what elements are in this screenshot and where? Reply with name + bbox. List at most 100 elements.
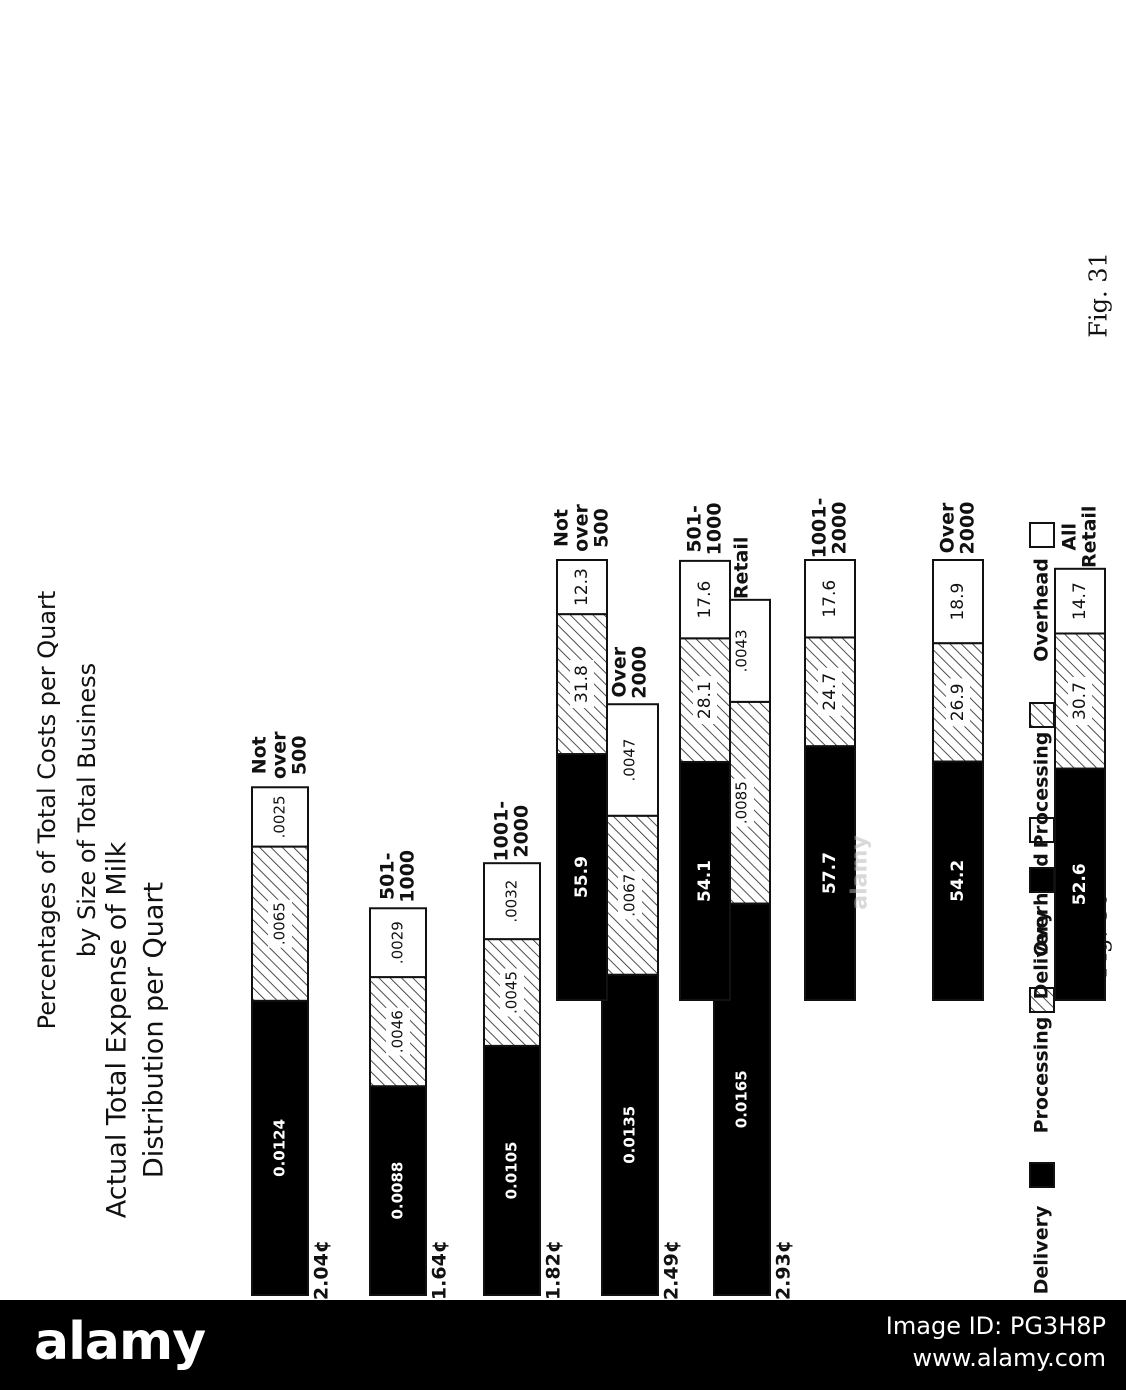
fig30-segment-delivery-over-2000 [601,973,659,1296]
fig31-bar-1001-2000 [804,559,856,1001]
fig30-segment-overhead-501-1000 [369,907,427,979]
fig31-segment-delivery-all-retail [1054,767,1106,1001]
watermark-logo: alamy [34,1312,206,1372]
fig31-label-delivery-over-2000: 54.2 [948,860,968,902]
fig31-segment-delivery-over-2000 [932,760,984,1002]
fig30-bar-over-2000 [601,703,659,1296]
figure: Actual Total Expense of Milk Distribution… [33,252,1113,1300]
fig31-bar-over-2000 [932,559,984,1002]
fig30-label-overhead-501-1000: .0029 [389,921,407,964]
fig31-label-bg-processing-all-retail [1068,677,1092,726]
fig31-label-processing-501-1000: 28.1 [695,681,715,719]
fig30-label-delivery-not-over-500: 0.0124 [271,1119,289,1177]
fig30-segment-delivery-not-over-500 [251,999,309,1296]
fig30-label-overhead-1001-2000: .0032 [503,880,521,923]
fig31-bar-501-1000 [679,559,731,1002]
fig31-category-all-retail-0: All [1059,523,1081,551]
fig30-label-bg-processing-over-2000 [618,871,642,920]
fig30-subtitle: Distribution per Quart [139,882,170,1178]
fig30-label-bg-processing-501-1000 [386,1007,410,1056]
fig31-label-delivery-not-over-500: 55.9 [572,856,592,898]
fig31-category-not-over-500-0: Not [551,509,573,547]
fig30-total-1001-2000: 1.82¢ [543,1240,565,1300]
fig30-category-not-over-500-2: 500 [289,735,311,775]
fig31-label-overhead-not-over-500: 12.3 [572,568,592,606]
fig30-total-not-over-500: 2.04¢ [311,1240,333,1300]
fig30-label-overhead-over-2000: .0047 [621,739,639,782]
fig31-subtitle: by Size of Total Business [73,663,101,957]
fig30-label-overhead-not-over-500: .0025 [271,795,289,838]
fig31-category-501-1000-0: 501- [684,505,706,553]
fig30-label-delivery-over-2000: 0.0135 [621,1106,639,1164]
fig31-label-bg-processing-1001-2000 [818,667,842,716]
fig31-segment-delivery-501-1000 [679,760,731,1002]
fig31-category-not-over-500-2: 500 [591,508,613,548]
fig30-category-retail-0: Retail [731,537,753,599]
fig30-label-processing-501-1000: .0046 [389,1010,407,1053]
fig31-label-bg-processing-not-over-500 [570,660,594,709]
fig31-label-bg-processing-over-2000 [946,678,970,727]
fig31-caption: Fig. 31 [1085,252,1113,338]
fig31-label-processing-not-over-500: 31.8 [572,665,592,703]
fig30-segment-overhead-1001-2000 [483,862,541,941]
fig31-legend-swatch-delivery [1029,867,1055,893]
fig31-label-overhead-over-2000: 18.9 [948,583,968,621]
fig31-label-processing-over-2000: 26.9 [948,683,968,721]
fig31-legend-swatch-overhead [1029,522,1055,548]
fig30-total-over-2000: 2.49¢ [661,1240,683,1300]
fig31-category-1001-2000-0: 1001- [809,498,831,559]
fig31-legend-label-overhead: Overhead [1031,558,1053,662]
fig30-title: Actual Total Expense of Milk [102,841,133,1218]
fig31-label-delivery-1001-2000: 57.7 [820,852,840,894]
fig31-label-overhead-501-1000: 17.6 [695,581,715,619]
watermark-center: alamy [847,835,873,910]
fig30-legend-swatch-delivery [1029,1162,1055,1188]
fig31-bar-not-over-500 [556,559,608,1001]
fig30-legend-label-processing: Processing [1031,1017,1053,1134]
fig30-category-over-2000-0: Over [609,646,631,697]
fig30-category-1001-2000-1: 2000 [511,805,533,858]
fig31-label-processing-all-retail: 30.7 [1070,682,1090,720]
fig31-category-over-2000-0: Over [937,502,959,553]
fig30-bar-501-1000 [369,907,427,1297]
fig31-label-delivery-501-1000: 54.1 [695,860,715,902]
fig30-total-retail: 2.93¢ [773,1240,795,1300]
fig31-legend-swatch-processing [1029,702,1055,728]
fig30-label-processing-1001-2000: .0045 [503,971,521,1014]
fig30-label-processing-not-over-500: .0065 [271,902,289,945]
watermark-band [0,1300,1126,1390]
fig31-category-1001-2000-1: 2000 [829,502,851,555]
fig31-segment-overhead-not-over-500 [556,559,608,616]
fig31-label-overhead-all-retail: 14.7 [1070,582,1090,620]
fig31-segment-overhead-501-1000 [679,559,731,640]
fig30-legend-label-delivery: Delivery [1031,1205,1053,1294]
fig30-segment-overhead-not-over-500 [251,786,309,848]
fig31-label-bg-processing-501-1000 [693,676,717,725]
fig31-segment-overhead-1001-2000 [804,559,856,639]
fig30-label-delivery-retail: 0.0165 [733,1070,751,1128]
fig30-segment-delivery-1001-2000 [483,1044,541,1296]
fig31-legend-label-delivery: Delivery [1031,910,1053,999]
fig30-label-bg-processing-not-over-500 [268,899,292,948]
fig31-label-processing-1001-2000: 24.7 [820,673,840,711]
fig31-segment-delivery-1001-2000 [804,745,856,1001]
fig31-segment-overhead-over-2000 [932,559,984,645]
fig30-bar-1001-2000 [483,862,541,1296]
fig31-category-all-retail-1: Retail [1079,506,1101,568]
fig31-category-501-1000-1: 1000 [704,502,726,555]
chart-fig31: Percentages of Total Costs per Quart by S… [33,252,1113,1029]
fig31-label-delivery-all-retail: 52.6 [1070,863,1090,905]
watermark-image-id: Image ID: PG3H8P [885,1312,1106,1340]
fig30-bar-not-over-500 [251,786,309,1296]
fig30-segment-delivery-501-1000 [369,1085,427,1297]
fig31-segment-overhead-all-retail [1054,567,1106,635]
fig30-category-not-over-500-0: Not [249,736,271,774]
fig30-label-delivery-501-1000: 0.0088 [389,1162,407,1220]
fig30-category-1001-2000-0: 1001- [491,801,513,862]
fig30-category-501-1000-1: 1000 [397,850,419,903]
fig30-label-processing-retail: .0085 [733,781,751,824]
fig31-legend-label-processing: Processing [1031,732,1053,849]
fig30-label-overhead-retail: .0043 [733,629,751,672]
fig31-category-over-2000-1: 2000 [957,502,979,555]
fig30-label-processing-over-2000: .0067 [621,874,639,917]
